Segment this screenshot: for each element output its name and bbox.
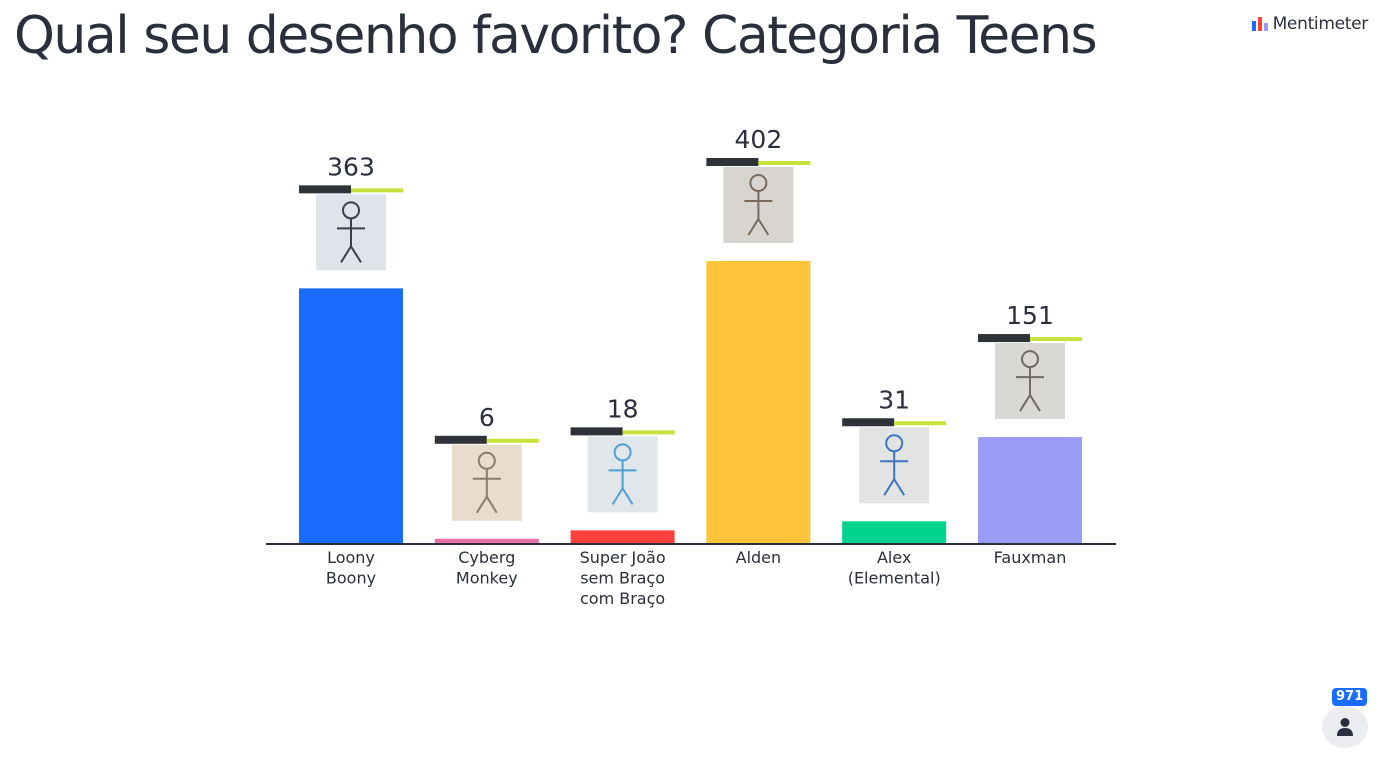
person-icon — [1337, 718, 1353, 736]
data-label: 363 — [327, 152, 375, 181]
category-label: Alden — [736, 548, 782, 567]
drawing-thumbnail-alex-elemental — [842, 418, 947, 504]
category-label: Alex (Elemental) — [848, 548, 941, 588]
category-label: Loony Boony — [326, 548, 376, 588]
participants-button[interactable] — [1322, 706, 1368, 748]
bar — [978, 437, 1082, 543]
bar — [434, 538, 539, 543]
data-label: 151 — [1006, 301, 1054, 330]
bar — [570, 530, 675, 543]
category-label: Fauxman — [994, 548, 1067, 567]
bar — [706, 261, 811, 543]
category-label: Super João sem Braço com Braço — [580, 548, 666, 608]
data-label: 18 — [607, 394, 639, 423]
data-label: 31 — [878, 385, 910, 414]
drawing-thumbnail-cyberg-monkey — [434, 435, 539, 521]
drawing-thumbnail-fauxman — [978, 334, 1082, 420]
bar — [842, 521, 947, 543]
page-title: Qual seu desenho favorito? Categoria Tee… — [14, 6, 1098, 66]
participant-count-badge: 971 — [1332, 688, 1368, 706]
brand: Mentimeter — [1251, 14, 1369, 34]
brand-name: Mentimeter — [1272, 14, 1369, 34]
category-label: Cyberg Monkey — [456, 548, 518, 588]
mentimeter-logo-icon — [1251, 17, 1268, 31]
participant-counter[interactable]: 971 — [1322, 688, 1368, 748]
data-label: 6 — [479, 403, 495, 432]
data-label: 402 — [735, 125, 783, 154]
drawing-thumbnail-alden — [706, 158, 811, 243]
drawing-thumbnail-super-joao — [570, 427, 675, 513]
drawing-thumbnail-loony-boony — [299, 185, 403, 271]
bar — [299, 288, 403, 543]
